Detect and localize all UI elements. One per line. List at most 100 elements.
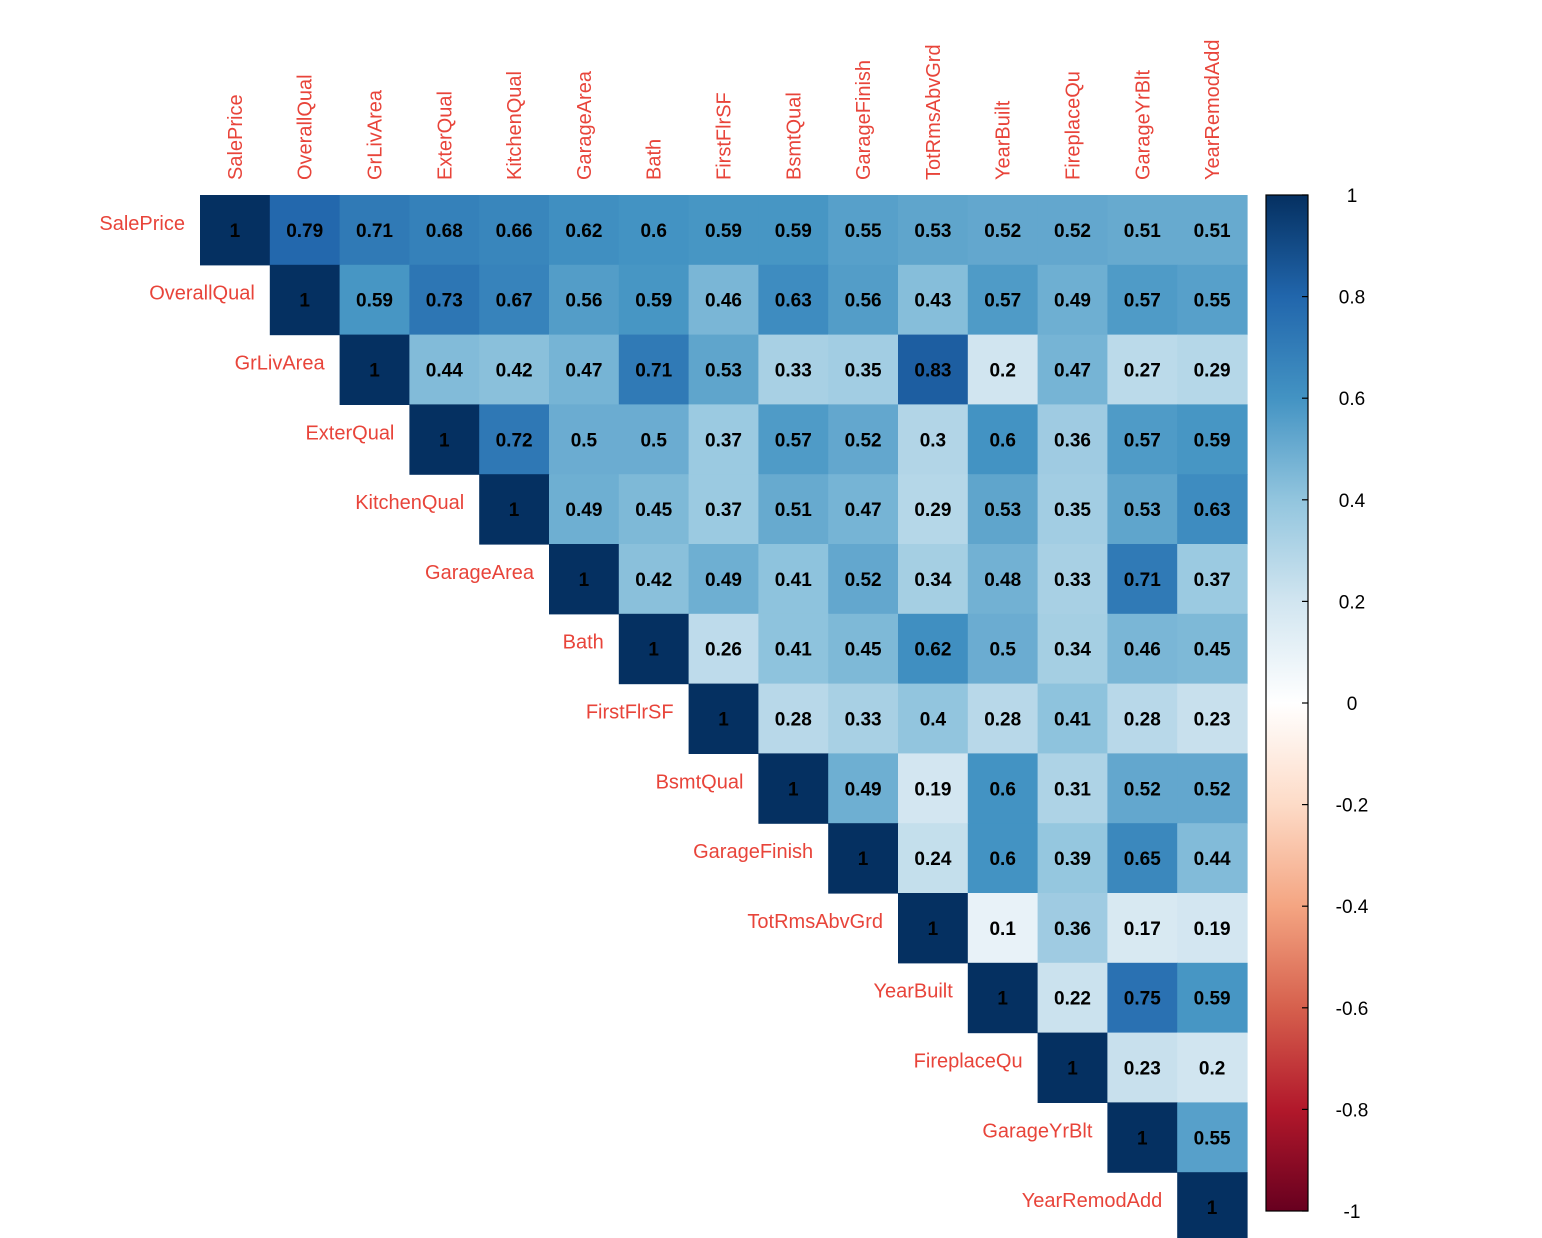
cell-value-label: 0.41 xyxy=(1054,710,1091,731)
cell-value-label: 0.2 xyxy=(989,361,1015,382)
heatmap-cell xyxy=(758,195,829,266)
heatmap-cell xyxy=(1037,544,1108,615)
cell-value-label: 0.6 xyxy=(989,779,1015,800)
heatmap-cell xyxy=(828,195,899,266)
cell-value-label: 0.37 xyxy=(705,500,742,521)
cell-value-label: 0.52 xyxy=(984,221,1021,242)
heatmap-cell xyxy=(479,264,550,336)
cell-value-label: 0.51 xyxy=(1124,221,1161,242)
heatmap-cell xyxy=(1177,544,1248,615)
row-label: BsmtQual xyxy=(656,771,744,793)
heatmap-cell xyxy=(898,544,969,615)
heatmap-cell xyxy=(688,264,759,336)
cell-value-label: 0.52 xyxy=(1054,221,1091,242)
cell-value-label: 0.3 xyxy=(920,430,946,451)
cell-value-label: 0.55 xyxy=(1194,1128,1231,1149)
heatmap-cell xyxy=(898,264,969,336)
heatmap-cell xyxy=(1177,404,1248,475)
heatmap-cell xyxy=(967,334,1039,405)
heatmap-cell xyxy=(828,474,899,545)
cell-value-label: 0.42 xyxy=(496,361,533,382)
cell-value-label: 0.1 xyxy=(989,919,1016,940)
cell-value-label: 1 xyxy=(788,779,799,800)
colorbar-tick-label: -0.8 xyxy=(1336,1100,1369,1121)
cell-value-label: 0.47 xyxy=(565,361,602,382)
heatmap-cell xyxy=(967,474,1039,545)
cell-value-label: 0.27 xyxy=(1124,361,1161,382)
cell-value-label: 0.65 xyxy=(1124,849,1161,870)
column-label: TotRmsAbvGrd xyxy=(923,44,945,180)
heatmap-cell xyxy=(269,264,341,336)
row-label: SalePrice xyxy=(99,213,185,235)
cell-value-label: 0.83 xyxy=(914,361,951,382)
column-labels: SalePrice OverallQual GrLivArea ExterQual Ki… xyxy=(225,40,1224,180)
cell-value-label: 1 xyxy=(1207,1198,1218,1219)
cell-value-label: 0.59 xyxy=(1194,430,1231,451)
cell-value-label: 0.62 xyxy=(914,640,951,661)
heatmap-cell xyxy=(1037,683,1108,754)
heatmap-cell xyxy=(1107,474,1178,545)
heatmap-cell xyxy=(828,264,899,336)
colorbar-tick-label: -0.2 xyxy=(1336,796,1369,817)
heatmap-cell xyxy=(1107,962,1178,1034)
heatmap-cell xyxy=(549,334,620,405)
heatmap-cell xyxy=(828,753,899,824)
cell-value-label: 0.71 xyxy=(356,221,393,242)
heatmap-cell xyxy=(828,683,899,754)
cell-value-label: 0.41 xyxy=(775,640,812,661)
heatmap-cell xyxy=(1177,683,1248,754)
cell-value-label: 0.6 xyxy=(640,221,666,242)
cell-value-label: 0.29 xyxy=(1194,361,1231,382)
heatmap-cell xyxy=(898,613,969,685)
cell-value-label: 0.45 xyxy=(1194,640,1231,661)
heatmap-cell xyxy=(1107,683,1178,754)
column-label: OverallQual xyxy=(295,74,317,180)
heatmap-cell xyxy=(549,195,620,266)
cell-value-label: 0.34 xyxy=(914,570,951,591)
heatmap-cell xyxy=(898,823,969,894)
heatmap-cell xyxy=(618,264,690,336)
cell-value-label: 0.37 xyxy=(705,430,742,451)
cell-value-label: 0.71 xyxy=(635,361,672,382)
heatmap-cell xyxy=(618,474,690,545)
cell-value-label: 1 xyxy=(858,849,869,870)
column-label: Bath xyxy=(644,139,666,180)
heatmap-cell xyxy=(758,613,829,685)
heatmap-cell xyxy=(1177,1102,1248,1173)
cell-value-label: 0.57 xyxy=(984,291,1021,312)
column-label: GarageYrBlt xyxy=(1132,70,1154,180)
heatmap-cells: 1 0.79 0.71 0.68 0.66 0.62 0.6 0.59 0.59 0.55 0.53… xyxy=(200,195,1248,1238)
row-label: Bath xyxy=(563,632,604,654)
heatmap-cell xyxy=(898,893,969,964)
cell-value-label: 0.42 xyxy=(635,570,672,591)
row-label: ExterQual xyxy=(305,422,394,444)
row-label: YearRemodAdd xyxy=(1022,1190,1162,1212)
cell-value-label: 1 xyxy=(718,710,729,731)
cell-value-label: 0.51 xyxy=(1194,221,1231,242)
cell-value-label: 0.63 xyxy=(775,291,812,312)
heatmap-cell xyxy=(479,195,550,266)
heatmap-cell xyxy=(1037,404,1108,475)
cell-value-label: 0.55 xyxy=(845,221,882,242)
heatmap-cell xyxy=(1107,334,1178,405)
cell-value-label: 1 xyxy=(369,361,380,382)
colorbar-tick-label: -0.6 xyxy=(1336,999,1369,1020)
cell-value-label: 1 xyxy=(648,640,659,661)
heatmap-cell xyxy=(688,613,759,685)
row-label: GarageYrBlt xyxy=(982,1120,1092,1142)
heatmap-cell xyxy=(339,195,410,266)
heatmap-cell xyxy=(269,195,341,266)
heatmap-cell xyxy=(898,195,969,266)
heatmap-cell xyxy=(1107,195,1178,266)
heatmap-cell xyxy=(898,334,969,405)
colorbar-gradient xyxy=(1265,194,1309,1212)
cell-value-label: 0.22 xyxy=(1054,989,1091,1010)
heatmap-cell xyxy=(479,474,550,545)
cell-value-label: 0.67 xyxy=(496,291,533,312)
column-label: GarageFinish xyxy=(853,60,875,180)
cell-value-label: 0.17 xyxy=(1124,919,1161,940)
cell-value-label: 0.6 xyxy=(989,849,1015,870)
heatmap-cell xyxy=(967,683,1039,754)
heatmap-cell xyxy=(1177,195,1248,266)
cell-value-label: 0.26 xyxy=(705,640,742,661)
